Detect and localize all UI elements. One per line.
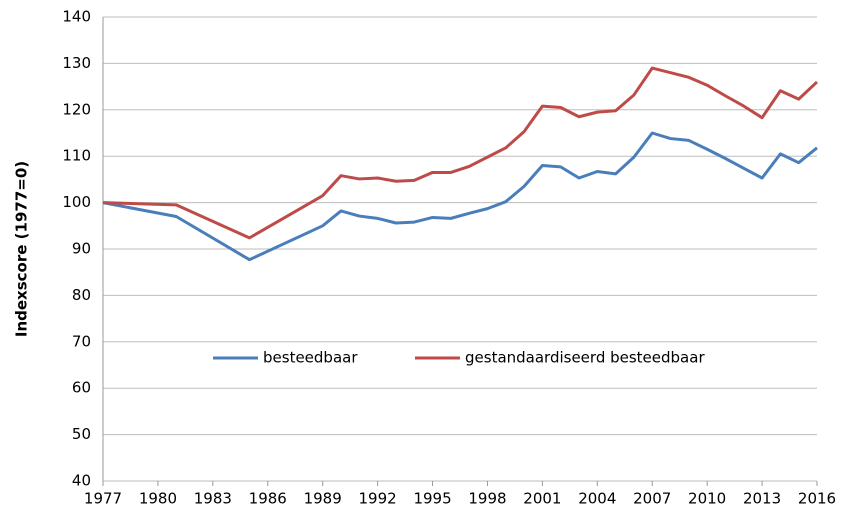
- x-tick-label: 1995: [413, 490, 451, 508]
- x-tick-label: 1983: [194, 490, 232, 508]
- y-tick-label: 110: [62, 147, 91, 165]
- y-tick-label: 100: [62, 193, 91, 211]
- y-axis-label: Indexscore (1977=0): [13, 161, 31, 337]
- x-tick-label: 2007: [633, 490, 671, 508]
- legend-label: gestandaardiseerd besteedbaar: [465, 349, 705, 367]
- y-tick-label: 40: [72, 472, 91, 490]
- x-tick-label: 1992: [359, 490, 397, 508]
- y-tick-label: 90: [72, 240, 91, 258]
- y-tick-label: 120: [62, 100, 91, 118]
- x-tick-label: 1998: [468, 490, 506, 508]
- y-tick-label: 60: [72, 379, 91, 397]
- y-tick-label: 130: [62, 54, 91, 72]
- x-tick-label: 1980: [139, 490, 177, 508]
- data-line: [102, 131, 818, 262]
- y-tick-label: 70: [72, 332, 91, 350]
- y-tick-label: 140: [62, 8, 91, 26]
- y-tick-label: 50: [72, 425, 91, 443]
- y-tick-label: 80: [72, 286, 91, 304]
- x-tick-label: 2004: [578, 490, 616, 508]
- x-tick-label: 2013: [743, 490, 781, 508]
- x-tick-label: 2001: [523, 490, 561, 508]
- x-tick-label: 2016: [798, 490, 836, 508]
- legend-label: besteedbaar: [263, 349, 358, 367]
- data-line: [102, 66, 819, 240]
- x-tick-label: 2010: [688, 490, 726, 508]
- x-tick-label: 1989: [304, 490, 342, 508]
- x-tick-label: 1986: [249, 490, 287, 508]
- x-tick-label: 1977: [84, 490, 122, 508]
